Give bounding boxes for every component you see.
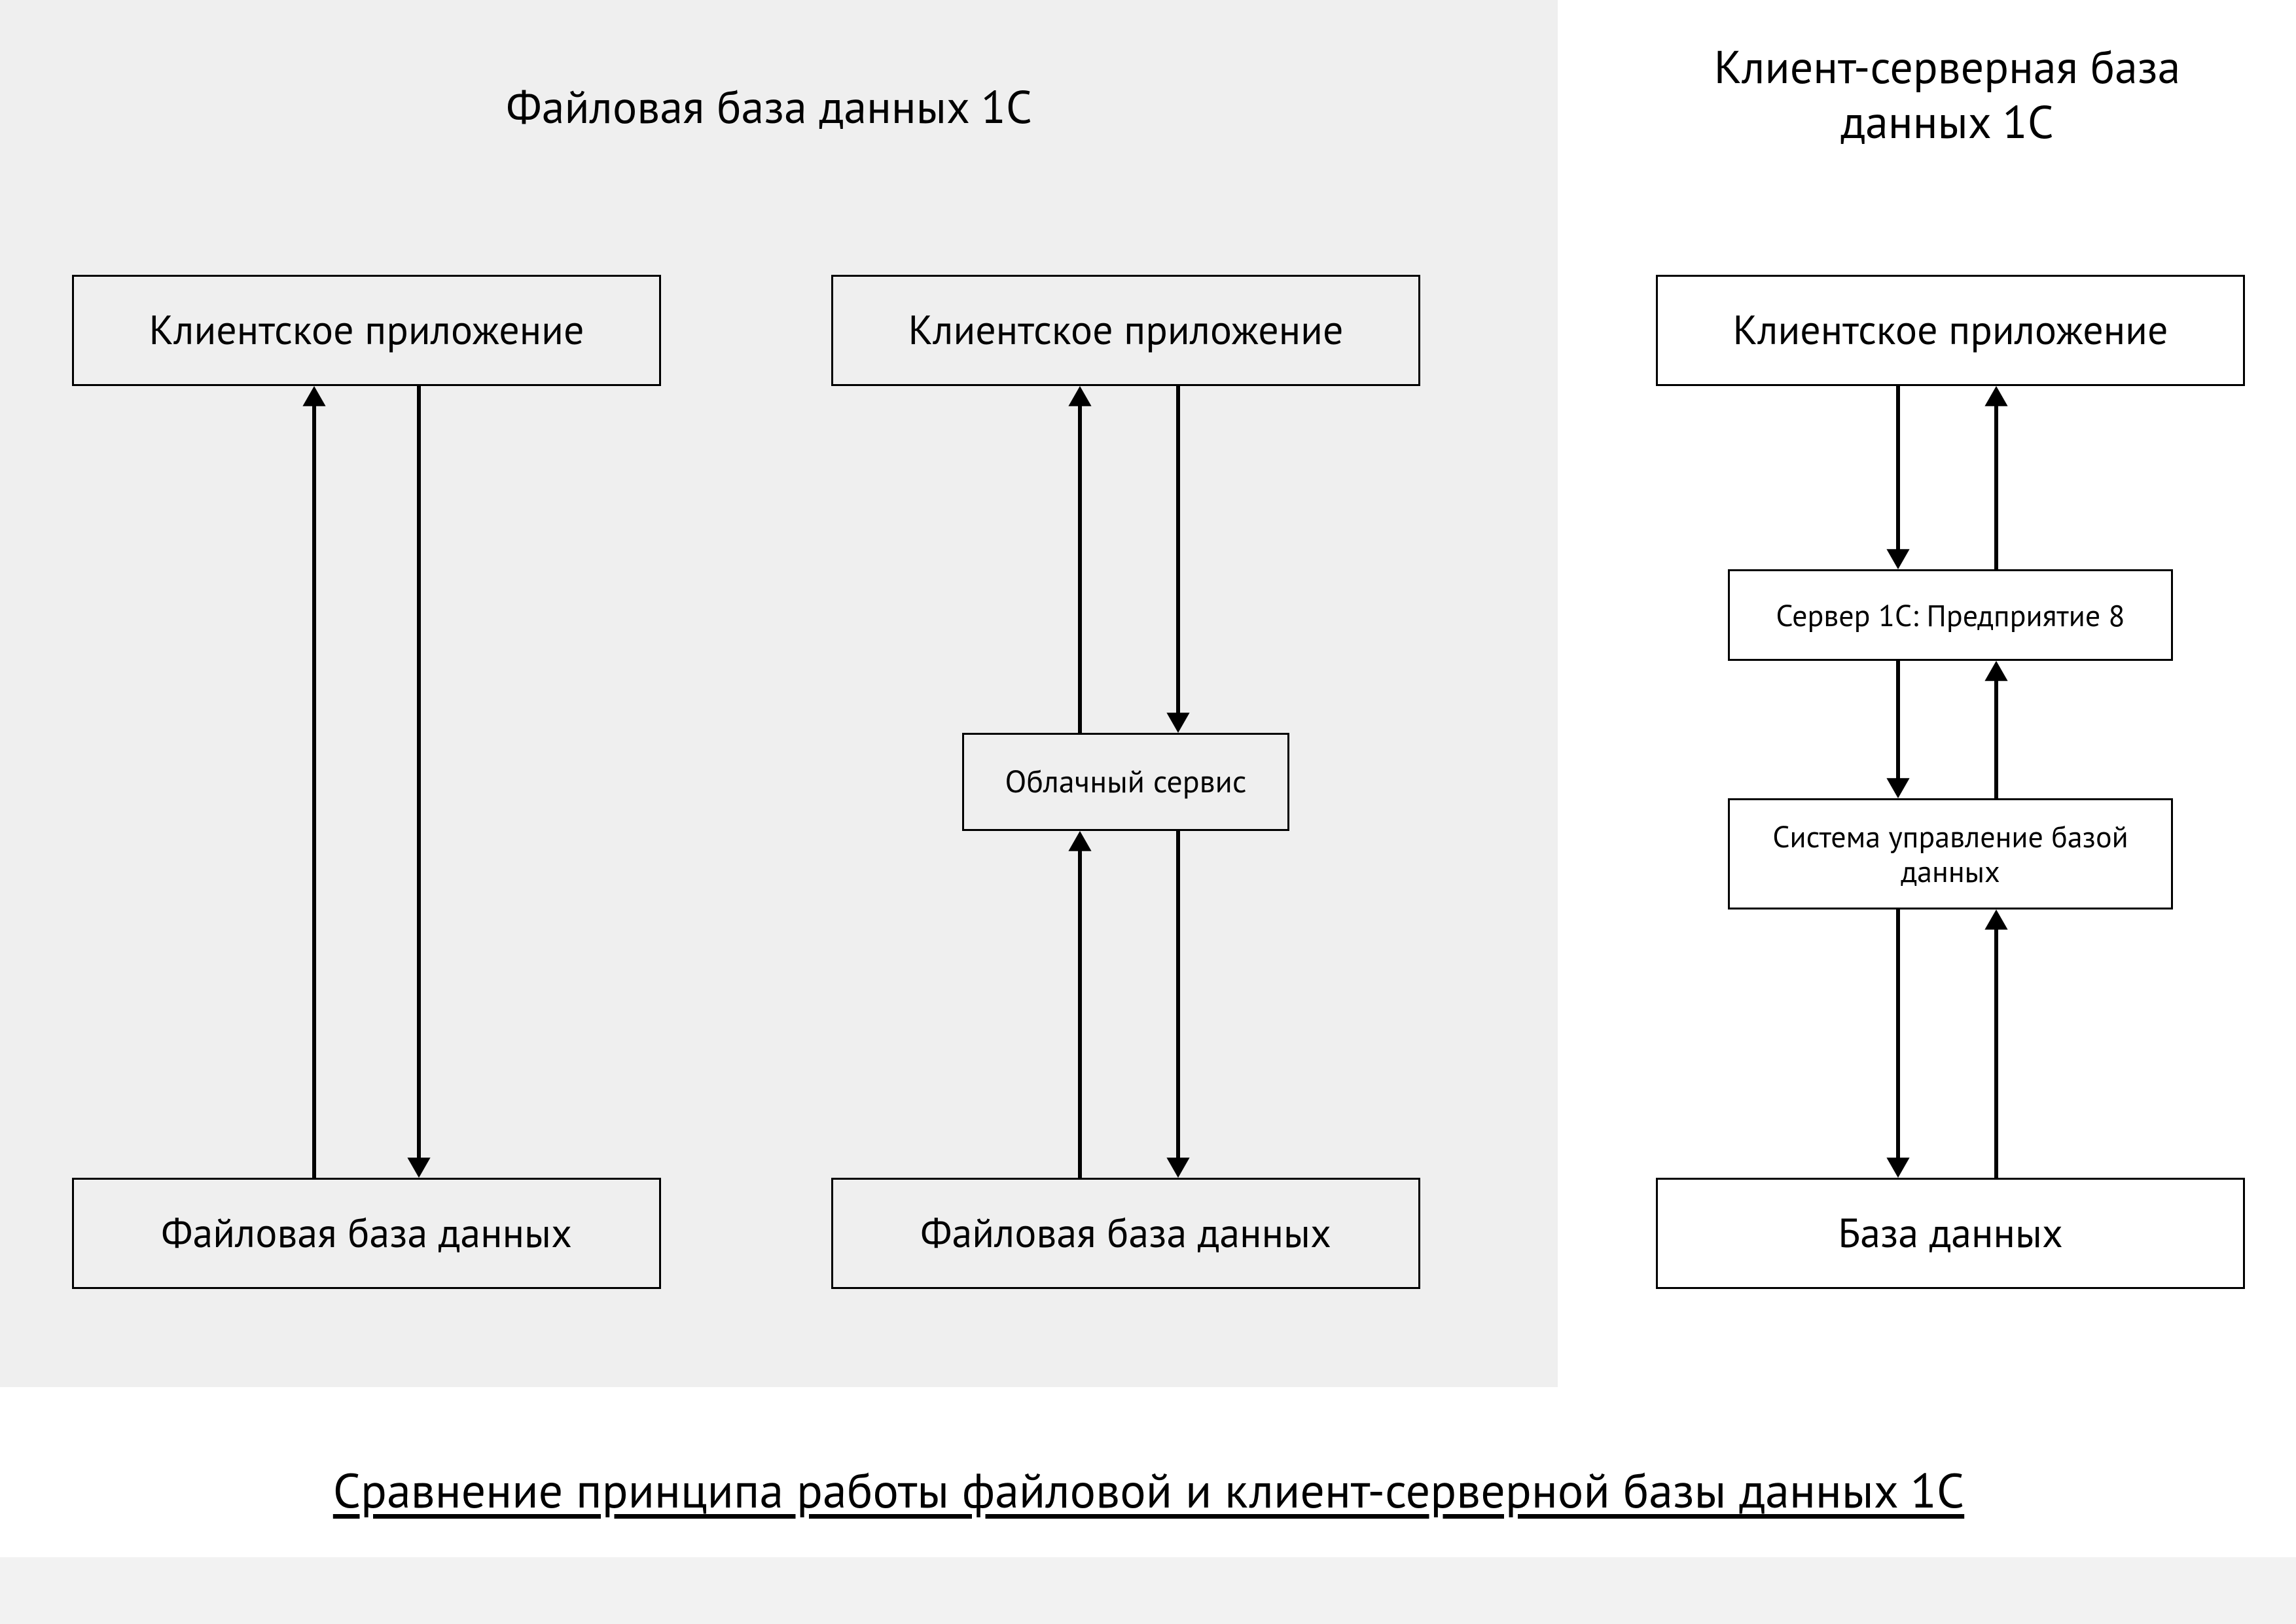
footer-bar <box>0 1557 2296 1624</box>
arrows-layer <box>0 0 2296 1624</box>
figure-caption: Сравнение принципа работы файловой и кли… <box>111 1459 2186 1525</box>
